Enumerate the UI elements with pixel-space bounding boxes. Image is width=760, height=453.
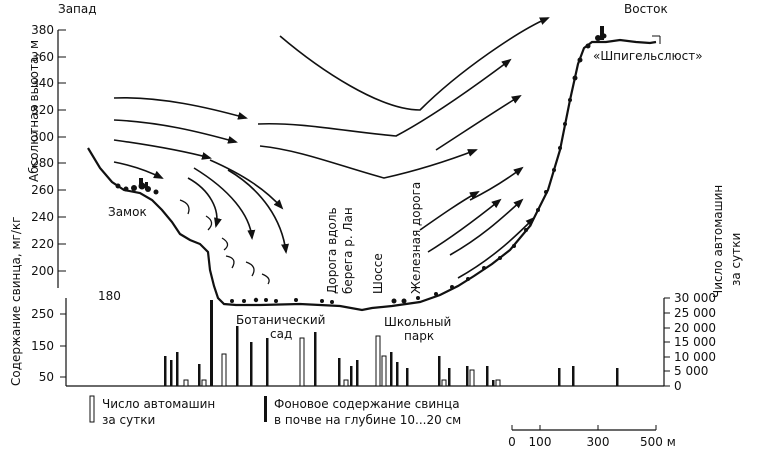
- castle-label: Замок: [108, 205, 147, 219]
- air-flow-arrows: [113, 17, 550, 279]
- legend-cars-swatch: [89, 395, 95, 423]
- altitude-ticks: 380 360 340 320 300 280 260 240 220 200 180: [31, 23, 121, 303]
- scale-ticks: 0 100 300 500 м: [508, 425, 676, 449]
- legend-lead-swatch: [264, 396, 267, 422]
- altitude-tick-label: 260: [31, 183, 54, 197]
- botanical-label-2: сад: [270, 327, 292, 341]
- legend-lead-1: Фоновое содержание свинца: [274, 397, 460, 411]
- traffic-axis-title-2: за сутки: [729, 233, 743, 286]
- traffic-axis-title-1: Число автомашин: [711, 185, 725, 298]
- eddy-arrows: [179, 199, 270, 285]
- lead-bars: [164, 300, 619, 386]
- traffic-bars: [183, 335, 501, 387]
- school-label-1: Школьный: [384, 315, 451, 329]
- altitude-tick-label: 300: [31, 130, 54, 144]
- highway-label: Шоссе: [371, 253, 385, 294]
- lead-tick-label: 50: [39, 370, 54, 384]
- altitude-tick-label: 360: [31, 50, 54, 64]
- legend-lead-2: в почве на глубине 10...20 см: [274, 413, 461, 427]
- scale-tick-label: 100: [529, 435, 552, 449]
- traffic-tick-label: 25 000: [674, 306, 716, 320]
- altitude-tick-label: 380: [31, 23, 54, 37]
- traffic-tick-label: 0: [674, 379, 682, 393]
- scale-tick-label: 500 м: [640, 435, 676, 449]
- traffic-tick-label: 10 000: [674, 350, 716, 364]
- traffic-tick-label: 5 000: [674, 364, 708, 378]
- altitude-tick-label: 180: [98, 289, 121, 303]
- east-label: Восток: [624, 2, 668, 16]
- lead-axis-title: Содержание свинца, мг/кг: [9, 217, 23, 386]
- lahn-road-label-1: Дорога вдоль: [325, 207, 339, 294]
- vegetation-marks: [115, 26, 607, 304]
- altitude-tick-label: 280: [31, 156, 54, 170]
- lahn-road-label-2: берега р. Лан: [341, 207, 355, 294]
- legend-cars-2: за сутки: [102, 413, 155, 427]
- scale-tick-label: 0: [508, 435, 516, 449]
- altitude-axis-title: Абсолютная высота, м: [27, 40, 41, 182]
- altitude-tick-label: 320: [31, 103, 54, 117]
- altitude-tick-label: 240: [31, 210, 54, 224]
- spiegelslust-label: «Шпигельслюст»: [593, 49, 703, 63]
- scale-tick-label: 300: [587, 435, 610, 449]
- lead-tick-label: 150: [31, 339, 54, 353]
- traffic-tick-label: 15 000: [674, 335, 716, 349]
- traffic-tick-label: 20 000: [674, 321, 716, 335]
- railway-label: Железная дорога: [409, 182, 423, 294]
- botanical-label-1: Ботанический: [236, 313, 325, 327]
- lead-tick-label: 250: [31, 307, 54, 321]
- altitude-tick-label: 340: [31, 76, 54, 90]
- altitude-tick-label: 220: [31, 237, 54, 251]
- traffic-tick-label: 30 000: [674, 291, 716, 305]
- altitude-tick-label: 200: [31, 264, 54, 278]
- lead-ticks: 250 150 50: [31, 307, 66, 384]
- west-label: Запад: [58, 2, 97, 16]
- legend-cars-1: Число автомашин: [102, 397, 215, 411]
- school-label-2: парк: [404, 329, 434, 343]
